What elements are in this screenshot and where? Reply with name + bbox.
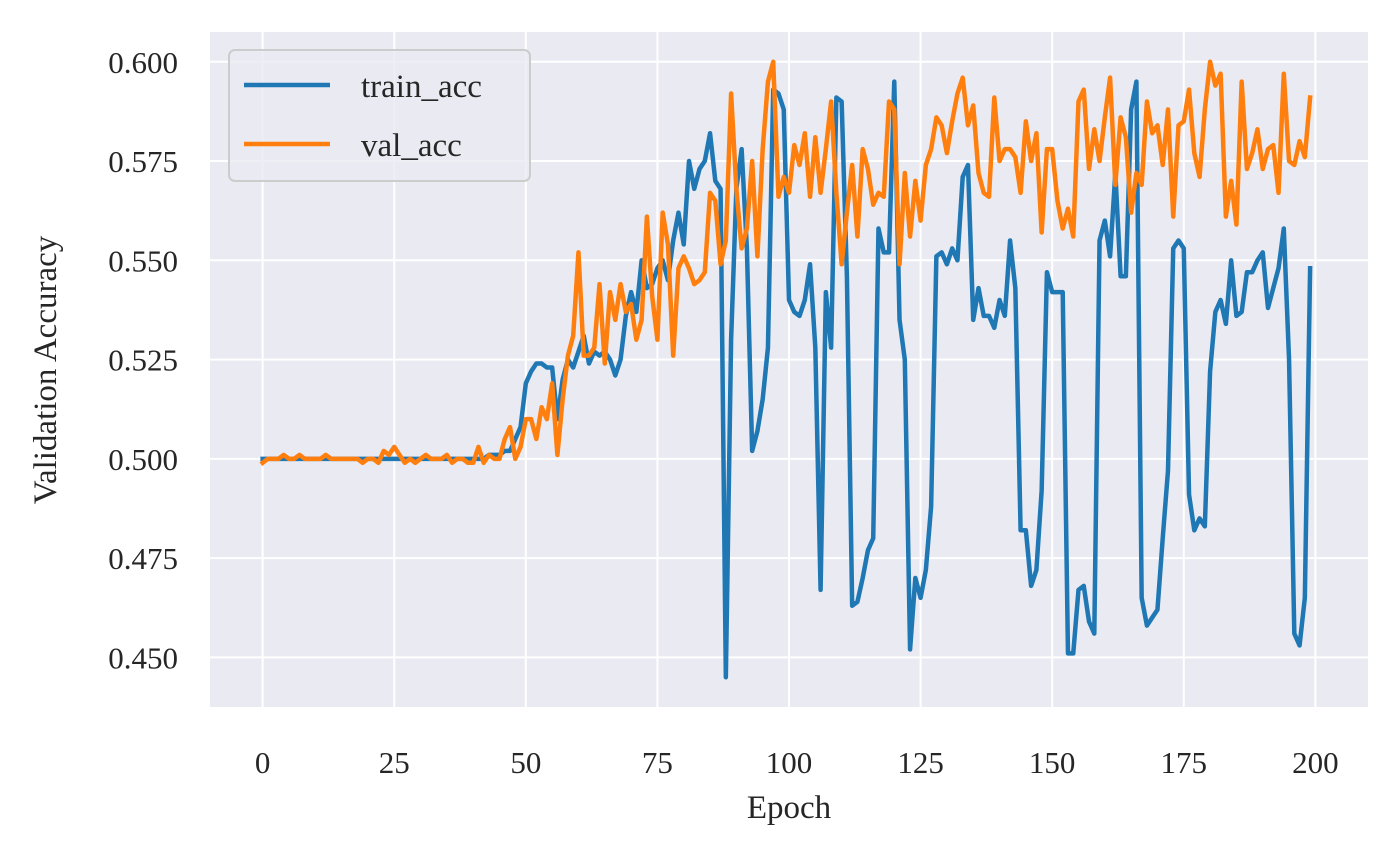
- y-tick-label: 0.575: [108, 144, 178, 179]
- x-tick-label: 100: [766, 745, 813, 780]
- y-tick-label: 0.475: [108, 541, 178, 576]
- x-tick-label: 175: [1161, 745, 1208, 780]
- x-tick-label: 50: [510, 745, 541, 780]
- y-tick-label: 0.550: [108, 243, 178, 278]
- legend: train_acc val_acc: [228, 49, 531, 182]
- x-tick-label: 150: [1029, 745, 1076, 780]
- y-tick-label: 0.500: [108, 442, 178, 477]
- x-tick-label: 0: [255, 745, 271, 780]
- legend-label-val: val_acc: [361, 128, 462, 164]
- val-acc-line: [259, 59, 1313, 466]
- y-tick-label: 0.600: [108, 45, 178, 80]
- legend-label-train: train_acc: [361, 69, 482, 105]
- y-tick-label: 0.525: [108, 343, 178, 378]
- x-tick-label: 25: [379, 745, 410, 780]
- x-tick-label: 125: [897, 745, 944, 780]
- x-axis-label: Epoch: [747, 790, 832, 826]
- x-tick-label: 75: [642, 745, 673, 780]
- series-group: [259, 59, 1313, 680]
- y-axis-label: Validation Accuracy: [28, 235, 64, 504]
- y-tick-label: 0.450: [108, 640, 178, 675]
- tick-labels: 0 25 50 75 100 125 150 175 200 0.450 0.475 0.500 0.5…: [108, 45, 1338, 780]
- x-tick-label: 200: [1292, 745, 1339, 780]
